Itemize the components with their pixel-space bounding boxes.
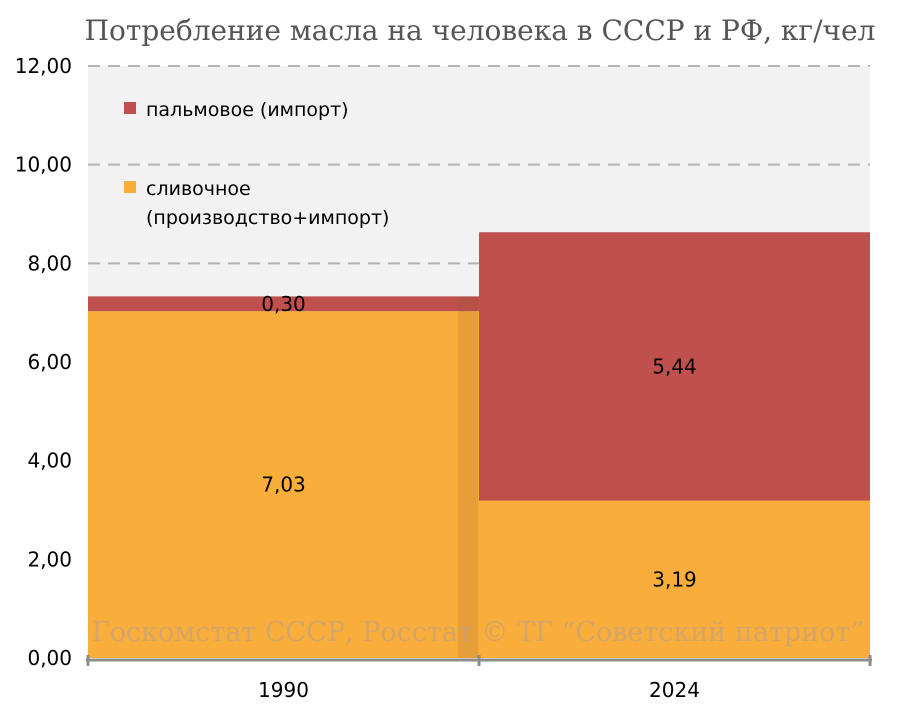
legend-swatch-butter [124, 181, 136, 193]
y-axis-ticks: 0,00 2,00 4,00 6,00 8,00 10,00 12,00 [15, 54, 72, 670]
source-watermark: Госкомстат СССР, Росстат © ТГ “Советский… [92, 617, 864, 648]
data-label-2024-series-2: 5,44 [652, 354, 697, 378]
legend-label-palm: пальмовое (импорт) [146, 99, 349, 121]
bar-1990-series-2 [88, 296, 479, 312]
y-tick-label: 6,00 [27, 350, 72, 374]
y-tick-label: 2,00 [27, 547, 72, 571]
y-tick-label: 4,00 [27, 449, 72, 473]
x-tick-label: 2024 [649, 678, 700, 702]
data-labels: 7,03 0,30 3,19 5,44 [261, 292, 697, 592]
column-divider-shade [458, 296, 478, 658]
bar-1990-series-1 [88, 311, 479, 658]
y-tick-label: 0,00 [27, 646, 72, 670]
y-tick-label: 8,00 [27, 251, 72, 275]
y-tick-label: 10,00 [15, 153, 72, 177]
bars [88, 232, 870, 658]
legend: пальмовое (импорт) сливочное (производст… [124, 99, 389, 229]
legend-swatch-palm [124, 102, 136, 114]
x-tick-label: 1990 [258, 678, 309, 702]
legend-label-butter: сливочное [146, 178, 251, 200]
legend-label-butter-cont: (производство+импорт) [146, 207, 389, 229]
data-label-1990-series-2: 0,30 [261, 292, 306, 316]
y-tick-label: 12,00 [15, 54, 72, 78]
chart-title: Потребление масла на человека в СССР и Р… [85, 14, 876, 47]
data-label-1990-series-1: 7,03 [261, 473, 306, 497]
data-label-2024-series-1: 3,19 [652, 567, 697, 591]
x-axis-ticks: 1990 2024 [258, 678, 700, 702]
bar-2024-series-1 [479, 500, 870, 658]
bar-2024-series-2 [479, 232, 870, 501]
